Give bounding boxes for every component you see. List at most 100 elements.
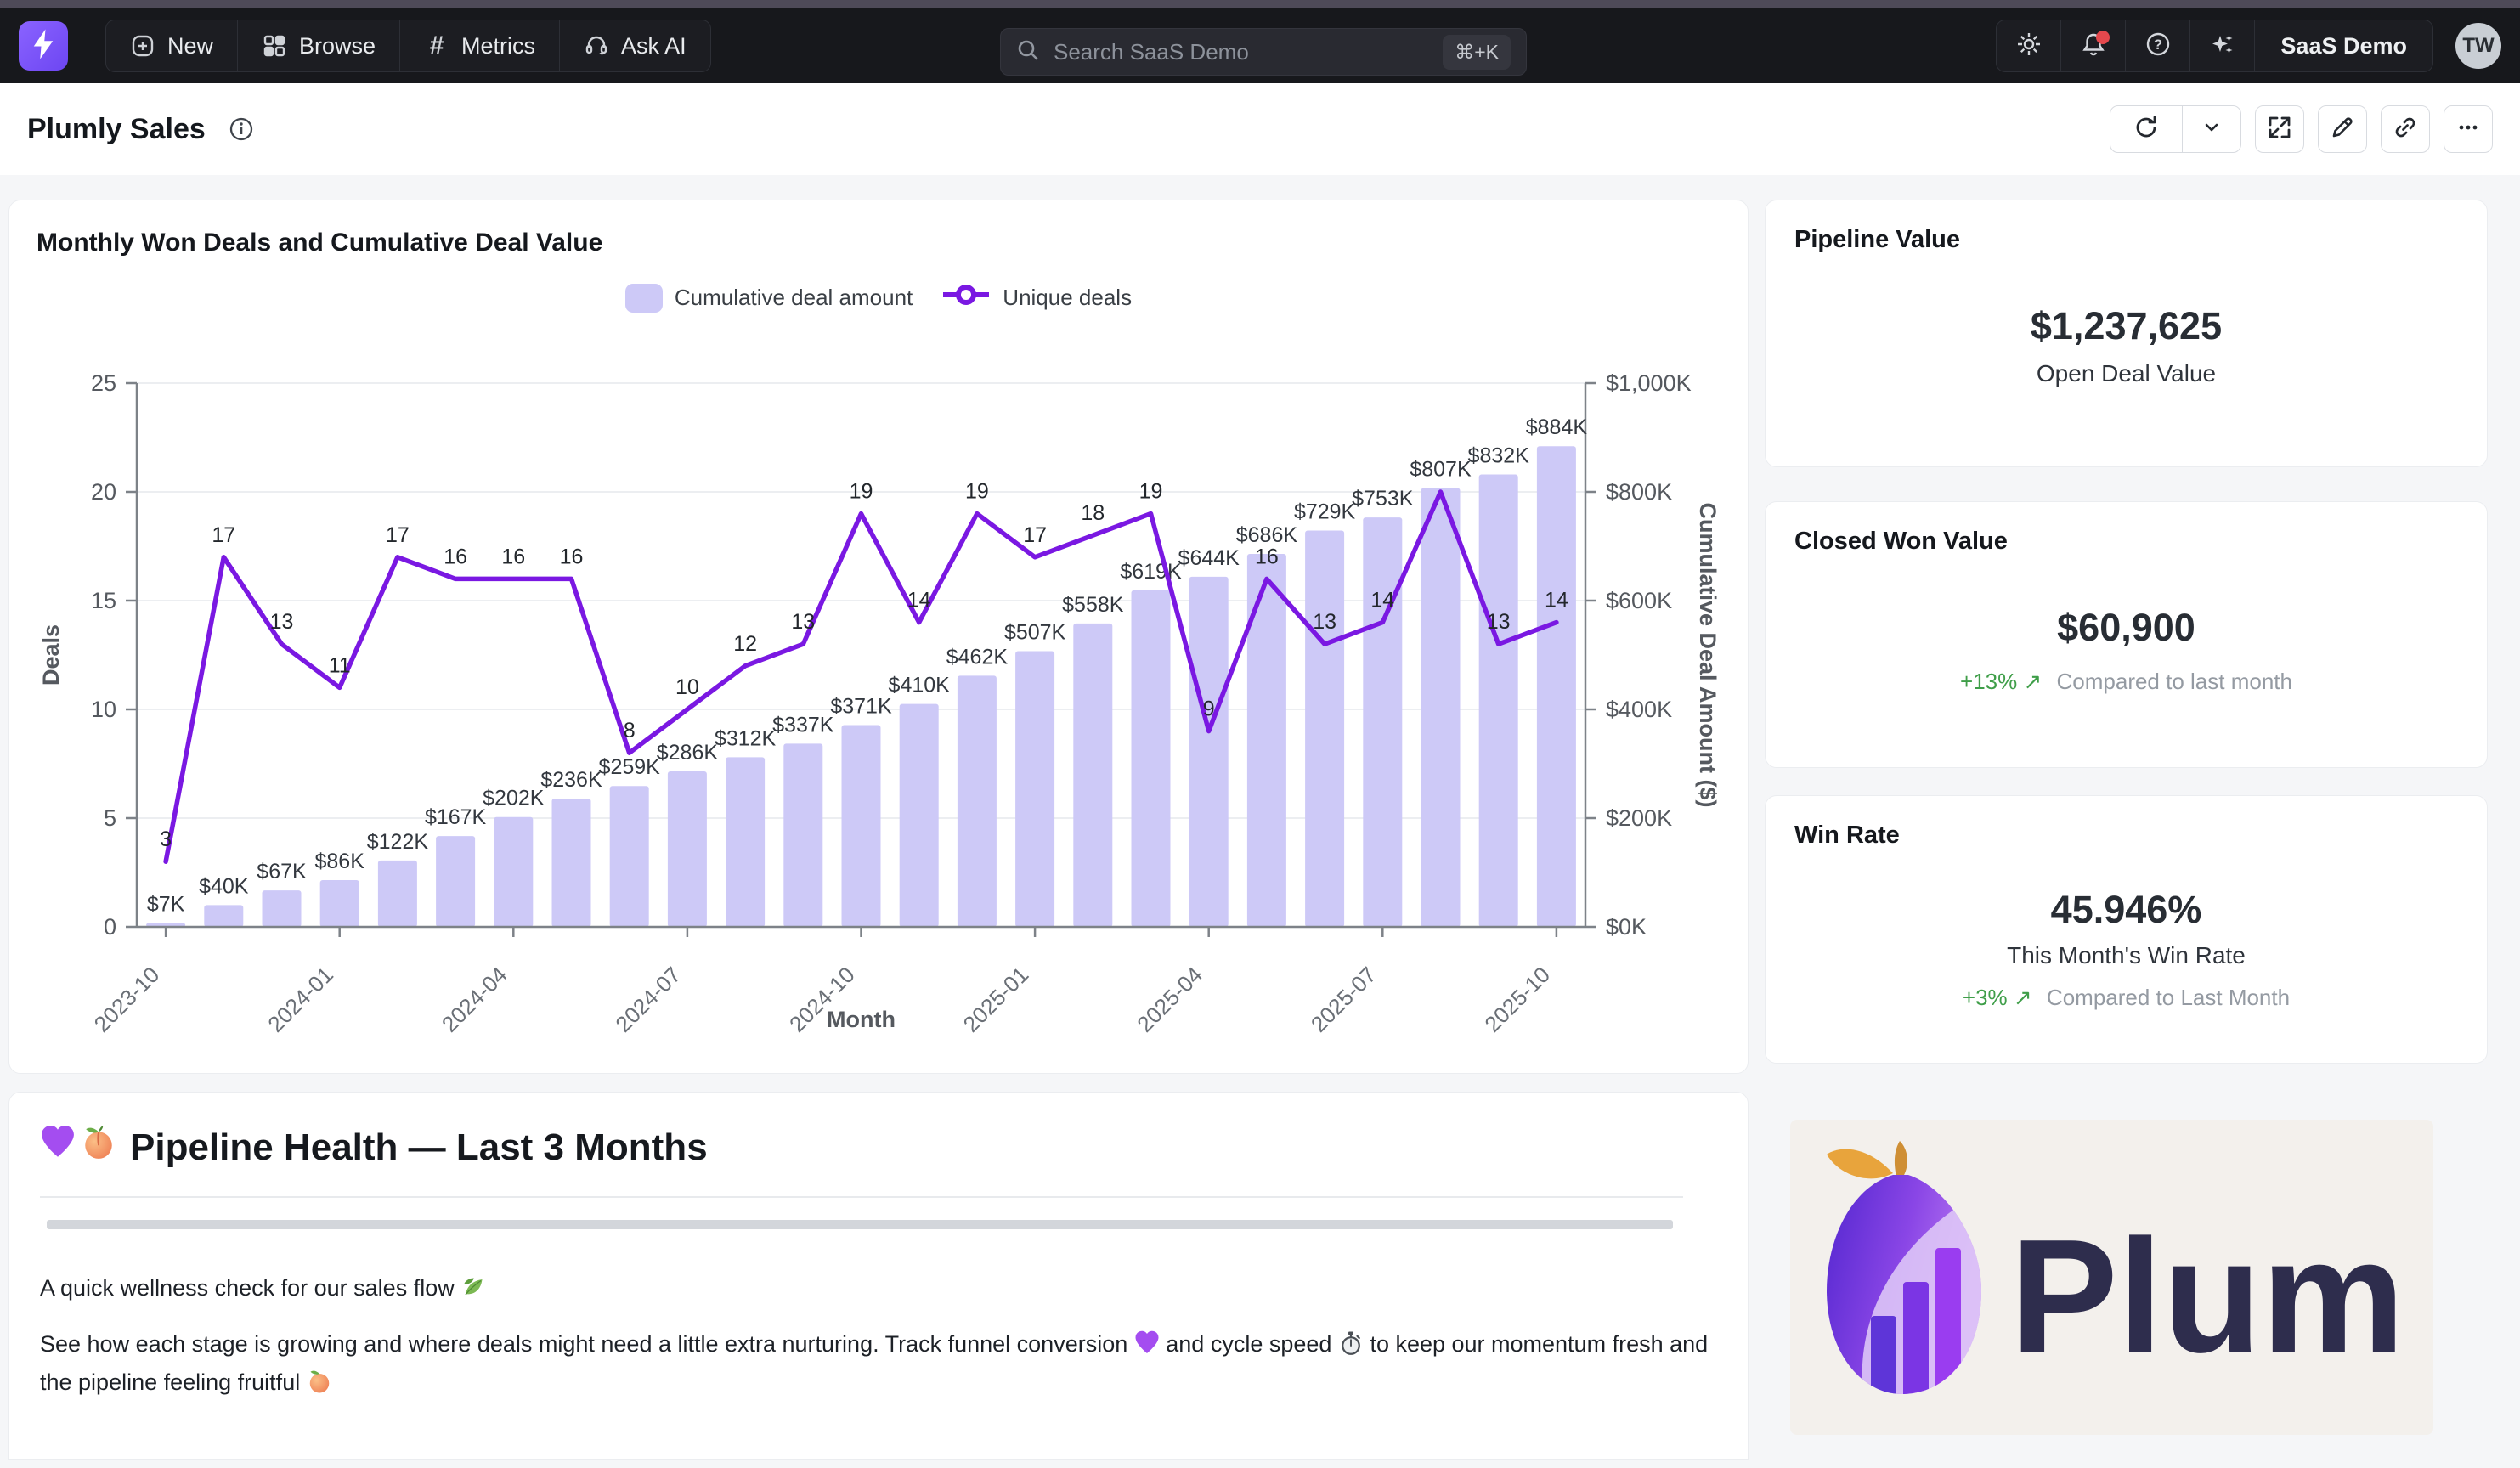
svg-text:$200K: $200K <box>1606 805 1672 831</box>
svg-text:$619K: $619K <box>1120 560 1182 584</box>
nav-new-label: New <box>167 32 214 59</box>
svg-text:$67K: $67K <box>257 860 307 884</box>
svg-text:5: 5 <box>104 805 116 831</box>
refresh-button[interactable] <box>2110 106 2183 152</box>
divider <box>40 1196 1683 1198</box>
ai-assistant-button[interactable] <box>2190 20 2256 71</box>
svg-text:2025-10: 2025-10 <box>1479 962 1555 1037</box>
svg-text:14: 14 <box>1370 589 1394 613</box>
svg-text:18: 18 <box>1081 501 1105 525</box>
plum-leaf <box>1826 1149 1893 1179</box>
notifications-button[interactable] <box>2061 20 2127 71</box>
search-placeholder: Search SaaS Demo <box>1054 38 1249 65</box>
kpi-value: $1,237,625 <box>2030 304 2223 347</box>
info-button[interactable] <box>228 116 255 143</box>
pencil-icon <box>2329 114 2356 145</box>
workspace-switcher[interactable]: SaaS Demo <box>2255 20 2432 71</box>
svg-text:19: 19 <box>850 480 873 504</box>
search-shortcut: ⌘+K <box>1443 34 1511 70</box>
kpi-card-closed-won: Closed Won Value $60,900 +13% ↗ Compared… <box>1765 501 2488 768</box>
kpi-comparison: +13% ↗ Compared to last month <box>1766 669 2487 695</box>
delta-badge: +3% ↗ <box>1962 985 2032 1010</box>
ellipsis-icon <box>2455 114 2482 145</box>
help-button[interactable]: ? <box>2126 20 2191 71</box>
svg-text:$86K: $86K <box>315 850 365 873</box>
kpi-comparison: +3% ↗ Compared to Last Month <box>1766 985 2487 1011</box>
svg-text:2025-01: 2025-01 <box>958 962 1034 1037</box>
intro-text: A quick wellness check for our sales flo… <box>40 1275 455 1301</box>
refresh-options-button[interactable] <box>2183 106 2240 152</box>
legend-item-bars[interactable]: Cumulative deal amount <box>624 283 913 313</box>
help-icon: ? <box>2144 31 2172 62</box>
intro-paragraph: A quick wellness check for our sales flo… <box>40 1271 486 1309</box>
svg-text:8: 8 <box>624 719 636 742</box>
section-heading-text: Pipeline Health — Last 3 Months <box>130 1126 708 1168</box>
svg-text:2024-04: 2024-04 <box>437 962 512 1037</box>
user-avatar[interactable]: TW <box>2455 23 2501 69</box>
purple-heart-emoji <box>1134 1330 1160 1365</box>
hash-icon: # <box>429 31 444 59</box>
kpi-title: Win Rate <box>1794 822 1900 849</box>
plus-square-icon <box>130 33 155 59</box>
svg-text:13: 13 <box>1487 610 1511 634</box>
navbar-right: ? SaaS Demo TW <box>1996 20 2501 72</box>
svg-text:$462K: $462K <box>946 645 1009 669</box>
nav-browse-button[interactable]: Browse <box>238 20 401 71</box>
legend-item-line[interactable]: Unique deals <box>941 282 1132 313</box>
svg-text:$753K: $753K <box>1352 487 1414 511</box>
combo-chart[interactable]: 0 5 10 15 20 25 $0K $200K $400K $600K $800K $1,000K… <box>9 341 1749 1075</box>
svg-text:$286K: $286K <box>657 741 719 765</box>
kpi-subtitle: Open Deal Value <box>2036 360 2217 387</box>
nav-askai-button[interactable]: Ask AI <box>560 20 710 71</box>
refresh-split-button <box>2110 105 2241 153</box>
svg-text:$0K: $0K <box>1606 914 1647 940</box>
svg-text:$686K: $686K <box>1236 523 1298 547</box>
kpi-card-win-rate: Win Rate 45.946% This Month's Win Rate +… <box>1765 795 2488 1064</box>
nav-metrics-button[interactable]: # Metrics <box>400 20 561 71</box>
nav-metrics-label: Metrics <box>461 32 536 59</box>
plumly-logo: Plumly <box>1815 1139 2520 1415</box>
body-paragraph: See how each stage is growing and where … <box>40 1327 1715 1403</box>
bar-swatch-icon <box>624 283 663 313</box>
svg-text:$800K: $800K <box>1606 479 1672 505</box>
svg-text:$832K: $832K <box>1468 444 1530 468</box>
share-link-button[interactable] <box>2381 105 2430 153</box>
app-logo[interactable] <box>19 21 68 71</box>
search-input[interactable]: Search SaaS Demo ⌘+K <box>1000 28 1527 76</box>
svg-text:$337K: $337K <box>772 713 834 737</box>
delta-badge: +13% ↗ <box>1960 669 2043 694</box>
edit-button[interactable] <box>2318 105 2367 153</box>
svg-text:12: 12 <box>733 632 757 656</box>
nav-browse-label: Browse <box>299 32 376 59</box>
gear-icon <box>2015 31 2043 62</box>
kpi-title: Pipeline Value <box>1794 226 1961 253</box>
svg-text:$312K: $312K <box>715 726 777 750</box>
primary-nav: New Browse # Metrics Ask AI <box>105 20 711 72</box>
fullscreen-button[interactable] <box>2255 105 2304 153</box>
svg-text:16: 16 <box>444 545 467 568</box>
nav-new-button[interactable]: New <box>106 20 239 71</box>
svg-text:$600K: $600K <box>1606 588 1672 613</box>
chart-title: Monthly Won Deals and Cumulative Deal Va… <box>37 229 603 257</box>
legend-bar-label: Cumulative deal amount <box>674 285 913 310</box>
svg-text:$259K: $259K <box>599 755 661 779</box>
svg-text:10: 10 <box>675 675 699 699</box>
kpi-subtitle: This Month's Win Rate <box>2007 942 2246 968</box>
link-icon <box>2392 114 2419 145</box>
settings-button[interactable] <box>1997 20 2062 71</box>
svg-text:17: 17 <box>212 523 235 547</box>
section-heading: Pipeline Health — Last 3 Months <box>40 1125 708 1170</box>
svg-text:$1,000K: $1,000K <box>1606 370 1692 396</box>
more-options-button[interactable] <box>2444 105 2493 153</box>
kpi-value: $60,900 <box>2057 606 2195 649</box>
expand-icon <box>2266 114 2293 145</box>
nav-askai-label: Ask AI <box>621 32 687 59</box>
svg-text:17: 17 <box>386 523 410 547</box>
svg-text:$884K: $884K <box>1526 415 1588 439</box>
svg-text:15: 15 <box>91 588 116 613</box>
refresh-icon <box>2133 114 2160 145</box>
page-title: Plumly Sales <box>27 112 206 145</box>
workspace-label: SaaS Demo <box>2280 32 2407 59</box>
page-header: Plumly Sales <box>0 83 2520 175</box>
headset-sparkle-icon <box>584 33 609 59</box>
